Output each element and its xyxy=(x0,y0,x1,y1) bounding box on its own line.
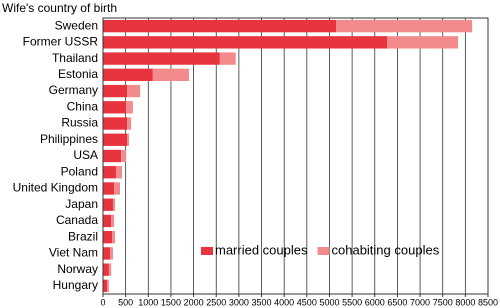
bar xyxy=(110,247,113,260)
bar xyxy=(126,101,133,114)
bar xyxy=(103,19,337,33)
x-tick-label: 0 xyxy=(100,297,105,307)
bar xyxy=(116,166,123,179)
x-tick-label: 6500 xyxy=(387,297,407,307)
bar xyxy=(127,84,141,98)
y-tick-label: Former USSR xyxy=(23,35,99,49)
bar xyxy=(386,36,459,49)
y-tick-label: Sweden xyxy=(55,18,98,32)
x-tick-label: 3000 xyxy=(229,297,249,307)
bar xyxy=(103,133,128,146)
x-tick-label: 8000 xyxy=(455,297,475,307)
bar xyxy=(103,166,117,179)
y-tick-label: Japan xyxy=(65,197,98,211)
x-tick-label: 2500 xyxy=(206,297,226,307)
bar xyxy=(103,247,111,260)
legend-swatch xyxy=(201,247,213,255)
bar xyxy=(103,101,127,114)
x-tick-label: 7500 xyxy=(433,297,453,307)
y-tick-label: Germany xyxy=(49,83,98,97)
x-tick-label: 4500 xyxy=(297,297,317,307)
x-tick-label: 2000 xyxy=(184,297,204,307)
y-tick-label: United Kingdom xyxy=(13,181,98,195)
bar xyxy=(103,214,112,228)
legend-label: married couples xyxy=(215,242,308,257)
bar xyxy=(103,117,128,130)
x-tick-label: 1000 xyxy=(138,297,158,307)
bar xyxy=(103,231,113,244)
bar xyxy=(103,182,115,195)
bar xyxy=(127,133,130,146)
plot-border xyxy=(102,17,489,295)
x-tick-label: 500 xyxy=(118,297,133,307)
x-tick-label: 6000 xyxy=(365,297,385,307)
y-tick-label: Viet Nam xyxy=(49,246,98,260)
x-tick-label: 3500 xyxy=(252,297,272,307)
chart-title: Wife's country of birth xyxy=(2,1,117,15)
y-tick-label: Poland xyxy=(61,164,98,178)
bar xyxy=(103,263,109,276)
bar xyxy=(111,214,115,228)
bar xyxy=(112,231,116,244)
bar xyxy=(103,52,220,65)
bar xyxy=(107,279,109,293)
y-tick-label: Estonia xyxy=(58,67,98,81)
bar xyxy=(219,52,236,65)
y-tick-label: Thailand xyxy=(52,51,98,65)
bar xyxy=(336,19,473,33)
bar xyxy=(112,198,116,211)
bar xyxy=(114,182,120,195)
bar xyxy=(103,198,113,211)
bar xyxy=(103,84,128,98)
bar xyxy=(103,68,153,81)
bar xyxy=(108,263,112,276)
x-tick-label: 4000 xyxy=(274,297,294,307)
x-tick-label: 8500 xyxy=(478,297,498,307)
x-tick-label: 5500 xyxy=(342,297,362,307)
y-tick-label: Norway xyxy=(57,262,98,276)
bar xyxy=(103,149,122,163)
bar xyxy=(152,68,190,81)
y-tick-label: China xyxy=(67,99,99,113)
y-tick-label: Canada xyxy=(56,213,98,227)
y-tick-label: Hungary xyxy=(53,278,98,292)
y-tick-label: Brazil xyxy=(68,229,98,243)
bar xyxy=(121,149,127,163)
bar xyxy=(103,36,387,49)
legend-label: cohabiting couples xyxy=(332,242,440,257)
y-tick-label: Philippines xyxy=(40,132,98,146)
bar xyxy=(103,279,108,293)
bar xyxy=(127,117,132,130)
x-tick-label: 7000 xyxy=(410,297,430,307)
legend-swatch xyxy=(317,247,330,255)
x-tick-label: 1500 xyxy=(161,297,181,307)
y-tick-label: Russia xyxy=(61,116,98,130)
x-tick-label: 5000 xyxy=(319,297,339,307)
y-tick-label: USA xyxy=(73,148,98,162)
